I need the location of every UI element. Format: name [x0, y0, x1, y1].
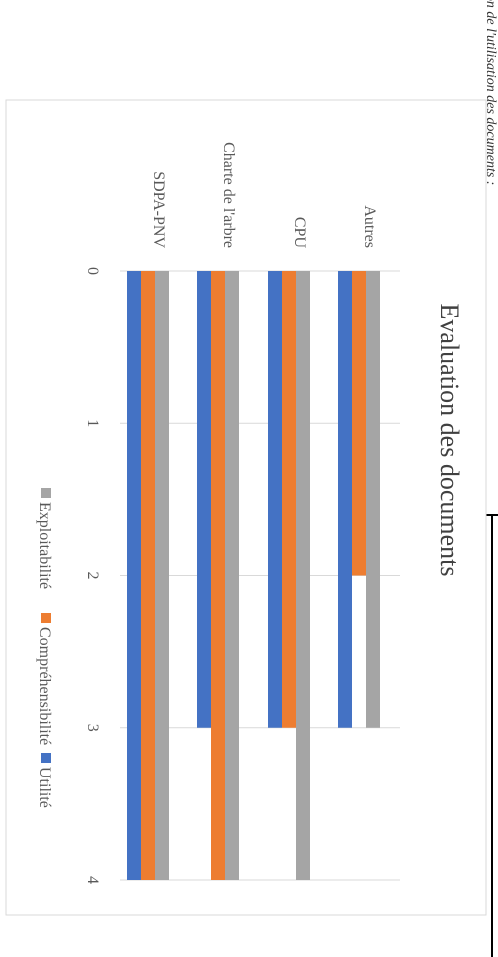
legend-swatch: [41, 488, 51, 498]
legend-label: Exploitabilité: [36, 502, 53, 589]
tick-labels: 0 1 2 3 4: [84, 267, 101, 884]
bar: [141, 271, 155, 880]
tick-label: 2: [84, 572, 101, 580]
category-labels: Autres CPU Charte de l'arbre SDPA-PNV: [150, 142, 378, 248]
bar: [197, 271, 211, 728]
legend-label: Compréhensibilité: [36, 627, 53, 745]
legend-swatch: [41, 753, 51, 763]
bar: [155, 271, 169, 880]
bar: [268, 271, 282, 728]
bar: [127, 271, 141, 880]
bar: [352, 271, 366, 576]
bar: [211, 271, 225, 880]
legend-swatch: [41, 613, 51, 623]
bar: [225, 271, 239, 880]
category-label: CPU: [291, 217, 308, 249]
bars: [127, 271, 380, 880]
legend-label: Utilité: [36, 767, 53, 808]
bar: [296, 271, 310, 880]
tick-label: 4: [84, 876, 101, 884]
bar: [282, 271, 296, 728]
tick-label: 1: [84, 419, 101, 427]
tick-label: 3: [84, 724, 101, 732]
category-label: SDPA-PNV: [150, 171, 167, 248]
chart-title: Evaluation des documents: [435, 304, 464, 577]
chart-frame: [5, 99, 487, 916]
category-label: Autres: [361, 205, 378, 248]
category-label: Charte de l'arbre: [220, 142, 237, 248]
legend: Exploitabilité Compréhensibilité Utilité: [36, 488, 53, 808]
tick-label: 0: [84, 267, 101, 275]
bar: [366, 271, 380, 728]
bar: [338, 271, 352, 728]
page-header-fragment: ion de l'utilisation des documents :: [483, 0, 498, 185]
